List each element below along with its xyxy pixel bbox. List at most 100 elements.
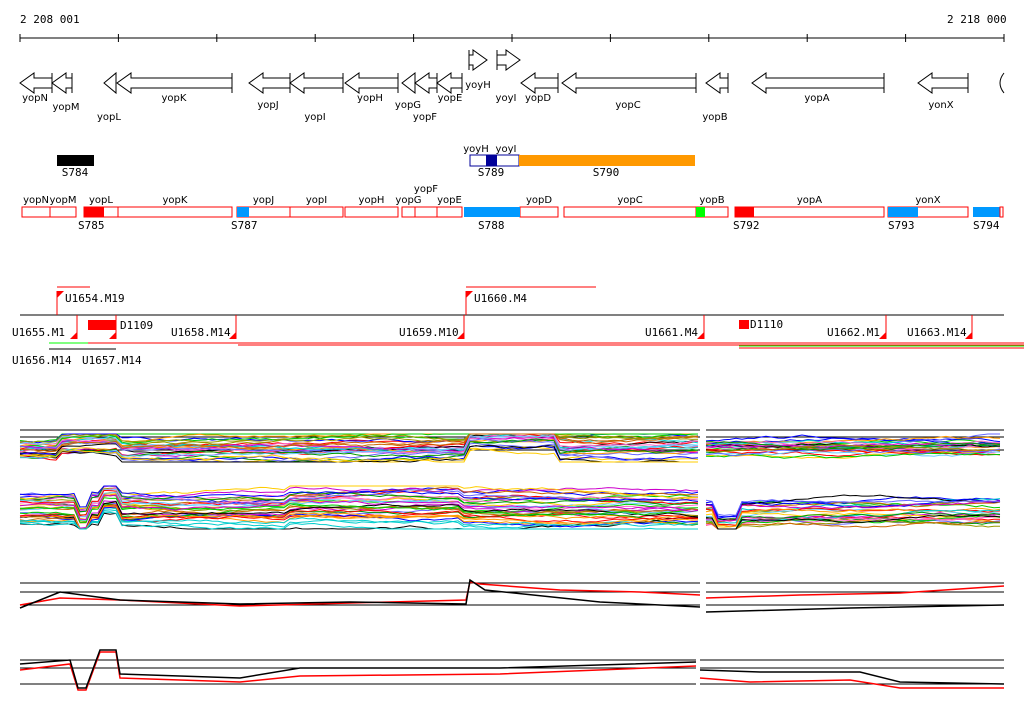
gene-label-yopB: yopB [702, 112, 727, 123]
segment-gene-label: yopI [306, 195, 327, 206]
gene-arrow-yopB[interactable] [705, 72, 729, 94]
feature-label-S789: S789 [478, 166, 505, 179]
trace-line [19, 485, 699, 510]
feature-S790[interactable] [519, 155, 695, 166]
trace-line [19, 444, 698, 463]
gene-label-yopL: yopL [97, 112, 121, 123]
unit-flag [229, 332, 236, 339]
segment-fill [696, 207, 705, 217]
trace-line [19, 491, 699, 523]
trace-line [19, 485, 699, 513]
unit-flag [70, 332, 77, 339]
gene-arrow-yopN[interactable] [19, 72, 53, 94]
segment-box[interactable] [563, 206, 697, 218]
gene-arrow-yopM[interactable] [51, 72, 73, 94]
summary-trace [699, 677, 1004, 689]
trace-line [705, 435, 1001, 446]
trace-line [20, 509, 699, 530]
segment-gene-label: yopB [699, 195, 724, 206]
trace-line [705, 443, 1001, 451]
gene-arrow-yopF[interactable] [414, 72, 438, 94]
trace-line [19, 485, 698, 511]
gene-label-yopD: yopD [525, 93, 551, 104]
gene-arrow-yopC[interactable] [561, 72, 697, 94]
segment-gene-label: yopL [89, 195, 113, 206]
segment-box[interactable] [401, 206, 416, 218]
gene-arrow-yopD[interactable] [520, 72, 559, 94]
gene-label-yopG: yopG [395, 100, 421, 111]
trace-line [19, 501, 699, 530]
unit-block [88, 320, 116, 330]
gene-arrow-yopI[interactable] [289, 72, 344, 94]
unit-block [739, 320, 749, 329]
segment-gene-label: yopK [163, 195, 188, 206]
segment-box[interactable] [21, 206, 51, 218]
trace-line [705, 513, 1001, 530]
segment-box[interactable] [344, 206, 399, 218]
unit-label: D1109 [120, 319, 153, 332]
summary-trace [699, 669, 1005, 685]
unit-label: U1655.M1 [12, 326, 65, 339]
unit-label: U1660.M4 [474, 292, 527, 305]
gene-arrow-yonX[interactable] [917, 72, 969, 94]
segment-label: S792 [733, 219, 760, 232]
segment-box[interactable] [734, 206, 885, 218]
gene-label-yopH: yopH [357, 93, 383, 104]
gene-arrow-yopH[interactable] [344, 72, 399, 94]
trace-line [705, 434, 1001, 443]
segment-track: yopN yopM yopL yopK yopJ yopI yopH yopGyopFyopE… [21, 184, 1004, 232]
summary-trace [19, 578, 701, 609]
segment-fill [888, 207, 918, 217]
feature-label-S784: S784 [62, 166, 89, 179]
feature-sublabel-yoyI: yoyI [496, 144, 517, 155]
segment-box[interactable] [519, 206, 559, 218]
gene-arrow-yopK[interactable] [116, 72, 233, 94]
segment-gene-label: yopF [414, 184, 438, 195]
trace-line [705, 499, 1001, 516]
segment-box[interactable] [436, 206, 463, 218]
segment-box[interactable] [49, 206, 77, 218]
unit-label: U1662.M1 [827, 326, 880, 339]
segment-gene-label: yopD [526, 195, 552, 206]
gene-arrow-yopA[interactable] [751, 72, 885, 94]
gene-arrow-yopE[interactable] [436, 72, 463, 94]
feature-S784[interactable] [57, 155, 94, 166]
segment-fill [237, 207, 249, 217]
summary-trace [705, 604, 1005, 613]
trace-line [19, 497, 699, 523]
gene-arrow-yoyH[interactable] [468, 49, 488, 71]
gene-arrow-yopG[interactable] [401, 71, 416, 95]
trace-line [19, 485, 699, 510]
trace-line [705, 494, 1001, 521]
segment-box[interactable] [414, 206, 438, 218]
summary-trace [19, 649, 697, 689]
feature-label-S790: S790 [593, 166, 620, 179]
gene-label-yopI: yopI [304, 112, 325, 123]
gene-arrow-yopL[interactable] [103, 71, 117, 95]
unit-label: U1657.M14 [82, 354, 142, 367]
segment-box[interactable] [289, 206, 344, 218]
trace-line [19, 494, 699, 521]
feature-track: S784 S789 S790 yoyH yoyI [57, 144, 695, 179]
trace-line [705, 519, 1000, 530]
gene-arrow-yopJ[interactable] [248, 72, 291, 94]
unit-flag [57, 291, 64, 298]
gene-label-yopM: yopM [52, 102, 79, 113]
segment-box[interactable] [117, 206, 233, 218]
trace-line [19, 504, 699, 530]
segment-gene-label: yopA [797, 195, 822, 206]
gene-label-yopA: yopA [804, 93, 829, 104]
segment-label: S794 [973, 219, 1000, 232]
trace-line [705, 444, 1001, 453]
gene-arrow-yoyI[interactable] [496, 49, 521, 71]
unit-flag [457, 332, 464, 339]
unit-label: U1654.M19 [65, 292, 125, 305]
trace-line [705, 511, 1001, 528]
segment-gene-label: yopH [359, 195, 385, 206]
trace-line [705, 518, 1001, 530]
unit-label: U1658.M14 [171, 326, 231, 339]
feature-sublabel-yoyH: yoyH [463, 144, 488, 155]
gene-label-yopK: yopK [162, 93, 187, 104]
